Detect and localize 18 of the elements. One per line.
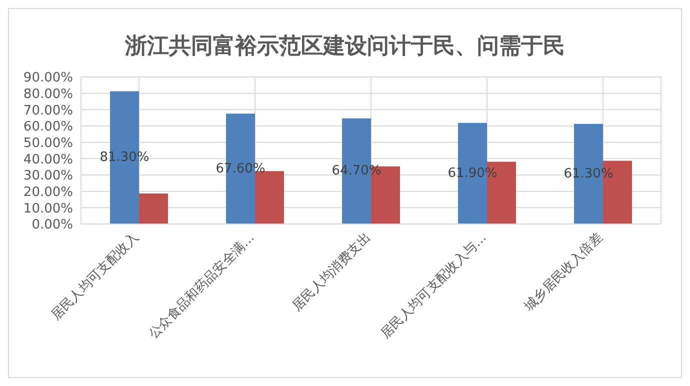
x-tick-label: 公众食品和药品安全满… [145, 230, 258, 342]
y-tick-label: 20.00% [23, 184, 73, 200]
y-tick-label: 70.00% [23, 103, 73, 118]
bar [255, 171, 284, 224]
y-tick-label: 10.00% [23, 201, 73, 216]
y-tick-label: 0.00% [32, 218, 73, 233]
y-tick-label: 60.00% [23, 120, 73, 135]
y-tick-label: 50.00% [23, 136, 73, 151]
chart-title: 浙江共同富裕示范区建设问计于民、问需于民 [124, 32, 566, 61]
x-tick-label: 城乡居民收入倍差 [520, 230, 606, 316]
x-tick-label: 居民人均消费支出 [290, 230, 374, 314]
y-tick-label: 40.00% [23, 152, 73, 168]
bar [139, 193, 168, 224]
y-tick-label: 80.00% [23, 86, 73, 102]
y-tick-label: 90.00% [23, 70, 73, 86]
x-tick-label: 居民人均可支配收入与… [378, 230, 490, 342]
y-tick-label: 30.00% [23, 168, 73, 184]
x-tick-label: 居民人均可支配收入 [48, 230, 142, 324]
